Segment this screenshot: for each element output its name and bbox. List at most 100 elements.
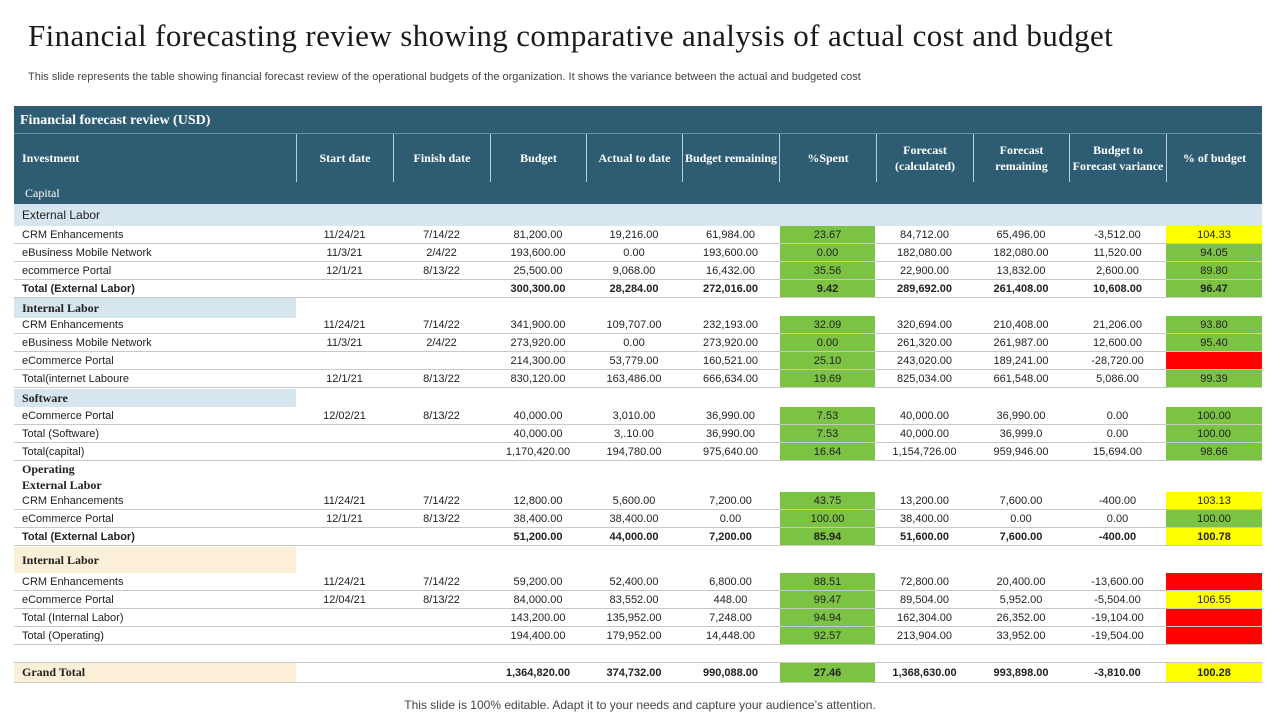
cell-budget: 59,200.00 <box>513 575 563 588</box>
table-row: Total (External Labor) 51,200.00 44,000.00… <box>14 528 1262 546</box>
col-start-date: Start date <box>296 134 393 182</box>
cell-investment: CRM Enhancements <box>22 494 124 507</box>
cell-budget: 84,000.00 <box>513 593 563 606</box>
cell-budget: 273,920.00 <box>510 336 566 349</box>
cell-budget-remaining: 36,990.00 <box>706 427 755 440</box>
cell-forecast-remaining: 7,600.00 <box>999 494 1043 507</box>
cell-start-date <box>296 627 393 644</box>
cell-percent-of-budget: 104.33 <box>1166 226 1262 243</box>
cell-budget: 81,200.00 <box>513 228 563 241</box>
cell-spent: 43.75 <box>779 492 876 509</box>
cell-forecast: 40,000.00 <box>900 427 949 440</box>
cell-forecast: 213,904.00 <box>896 629 953 642</box>
cell-variance: 2,600.00 <box>1096 264 1139 277</box>
cell-variance: -28,720.00 <box>1091 354 1144 367</box>
cell-budget: 214,300.00 <box>510 354 566 367</box>
cell-finish-date <box>393 280 490 297</box>
section-capital-internal-labor: Internal Labor <box>14 298 296 318</box>
cell-finish-date: 8/13/22 <box>423 264 460 277</box>
cell-start-date <box>296 609 393 626</box>
col-finish-date: Finish date <box>393 134 490 182</box>
cell-budget: 194,400.00 <box>510 629 566 642</box>
cell-spent: 99.47 <box>779 591 876 608</box>
cell-investment: Total (Internal Labor) <box>22 611 124 624</box>
cell-budget: 12,800.00 <box>513 494 563 507</box>
cell-investment: eBusiness Mobile Network <box>22 336 152 349</box>
cell-forecast: 51,600.00 <box>900 530 949 543</box>
cell-budget-remaining: 36,990.00 <box>706 409 755 422</box>
section-capital: Capital <box>25 186 60 200</box>
cell-forecast: 38,400.00 <box>900 512 949 525</box>
cell-budget: 38,400.00 <box>513 512 563 525</box>
cell-budget-remaining: 666,634.00 <box>702 372 759 385</box>
cell-finish-date <box>393 443 490 460</box>
cell-start-date: 12/1/21 <box>326 372 363 385</box>
cell-actual: 109,707.00 <box>606 318 662 331</box>
cell-investment: eCommerce Portal <box>22 512 114 525</box>
cell-start-date: 12/02/21 <box>323 409 366 422</box>
cell-finish-date <box>393 352 490 369</box>
cell-actual: 163,486.00 <box>606 372 662 385</box>
cell-forecast-remaining: 993,898.00 <box>993 666 1049 679</box>
cell-investment: eCommerce Portal <box>22 409 114 422</box>
cell-percent-of-budget: 89.80 <box>1166 262 1262 279</box>
cell-spent: 19.69 <box>779 370 876 387</box>
cell-forecast-remaining: 33,952.00 <box>996 629 1046 642</box>
cell-spent: 7.53 <box>779 425 876 442</box>
cell-actual: 44,000.00 <box>609 530 659 543</box>
cell-variance: 11,520.00 <box>1093 246 1142 259</box>
table-row: eCommerce Portal 12/04/21 8/13/22 84,000.00… <box>14 591 1262 609</box>
cell-forecast-remaining: 65,496.00 <box>996 228 1046 241</box>
cell-budget-remaining: 7,248.00 <box>709 611 752 624</box>
section-operating: Operating <box>22 461 75 476</box>
table-header: Financial forecast review (USD) Investme… <box>14 106 1262 204</box>
forecast-table: Financial forecast review (USD) Investme… <box>14 106 1262 683</box>
cell-percent-of-budget: 100.78 <box>1166 528 1262 545</box>
cell-variance: -400.00 <box>1098 494 1137 507</box>
cell-budget-remaining: 16,432.00 <box>706 264 755 277</box>
cell-budget: 143,200.00 <box>510 611 566 624</box>
col-spent: %Spent <box>779 134 876 182</box>
cell-percent-of-budget: 103.13 <box>1166 492 1262 509</box>
cell-forecast-remaining: 959,946.00 <box>993 445 1049 458</box>
cell-spent: 92.57 <box>779 627 876 644</box>
cell-finish-date: 8/13/22 <box>423 512 460 525</box>
col-budget-remaining: Budget remaining <box>682 134 779 182</box>
cell-budget-remaining: 14,448.00 <box>706 629 755 642</box>
section-operating-internal-labor: Internal Labor <box>14 547 296 573</box>
cell-actual: 9,068.00 <box>612 264 656 277</box>
cell-budget-remaining: 6,800.00 <box>709 575 752 588</box>
cell-forecast: 22,900.00 <box>900 264 949 277</box>
cell-budget: 51,200.00 <box>513 530 563 543</box>
cell-budget-remaining: 7,200.00 <box>709 494 752 507</box>
cell-start-date <box>296 443 393 460</box>
cell-variance: -19,104.00 <box>1091 611 1144 624</box>
table-row: CRM Enhancements 11/24/21 7/14/22 59,200.00… <box>14 573 1262 591</box>
cell-spent: 0.00 <box>779 244 876 261</box>
cell-actual: 194,780.00 <box>606 445 662 458</box>
cell-finish-date: 8/13/22 <box>423 372 460 385</box>
cell-forecast-remaining: 26,352.00 <box>996 611 1046 624</box>
cell-finish-date: 7/14/22 <box>423 575 460 588</box>
cell-variance: -3,512.00 <box>1094 228 1141 241</box>
cell-percent-of-budget: 113.34 <box>1166 609 1262 626</box>
cell-variance: 15,694.00 <box>1093 445 1142 458</box>
cell-percent-of-budget: 98.66 <box>1166 443 1262 460</box>
cell-forecast: 13,200.00 <box>900 494 949 507</box>
cell-variance: 21,206.00 <box>1093 318 1142 331</box>
cell-percent-of-budget: 113.40 <box>1166 352 1262 369</box>
cell-budget-remaining: 273,920.00 <box>702 336 759 349</box>
cell-spent: 25.10 <box>779 352 876 369</box>
cell-start-date: 11/24/21 <box>323 575 366 588</box>
cell-percent-of-budget: 95.40 <box>1166 334 1262 351</box>
table-row: Grand Total 1,364,820.00 374,732.00 990,088… <box>14 663 1262 683</box>
cell-start-date <box>296 663 393 682</box>
cell-start-date: 12/1/21 <box>326 264 363 277</box>
cell-start-date: 11/3/21 <box>326 246 363 259</box>
table-row: Total (Software) 40,000.00 3,.10.00 36,990.… <box>14 425 1262 443</box>
col-variance: Budget to Forecast variance <box>1069 134 1166 182</box>
cell-actual: 19,216.00 <box>609 228 659 241</box>
cell-budget-remaining: 975,640.00 <box>702 445 759 458</box>
cell-investment: Total (Operating) <box>22 629 104 642</box>
cell-percent-of-budget: 122.98 <box>1166 573 1262 590</box>
